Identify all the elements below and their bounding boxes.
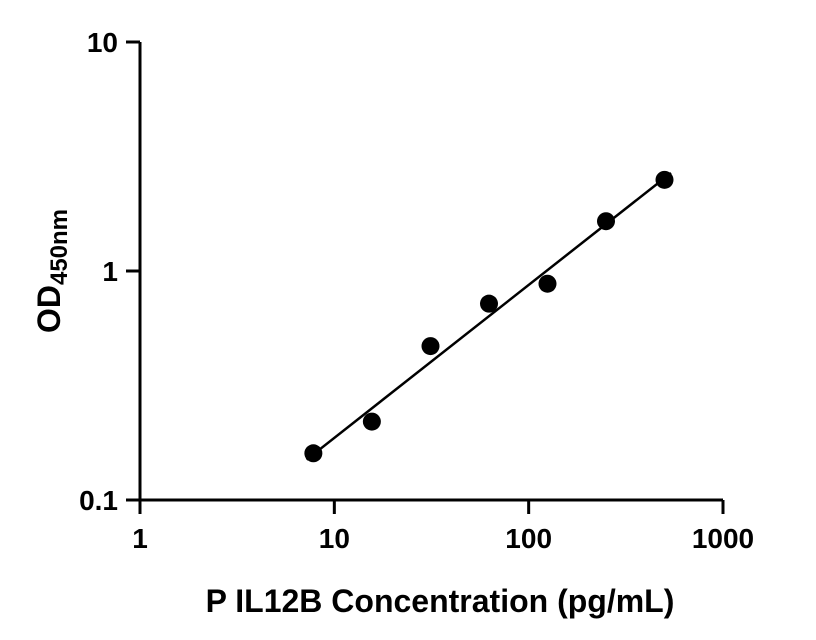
data-point-marker <box>304 444 323 463</box>
x-axis-tick-label: 1 <box>132 523 148 554</box>
y-axis-tick-label: 10 <box>87 27 118 58</box>
y-axis-title-subscript: 450nm <box>46 209 73 285</box>
x-axis-tick-label: 10 <box>319 523 350 554</box>
data-point-marker <box>479 294 498 313</box>
data-point-marker <box>421 337 440 356</box>
trend-line <box>305 171 672 461</box>
data-point-marker <box>596 212 615 231</box>
data-point-marker <box>538 274 557 293</box>
plot-area: 1 10 100 1000 0.1 1 10 <box>79 27 754 554</box>
y-axis-tick-label: 0.1 <box>79 485 118 516</box>
axes-frame <box>138 42 723 502</box>
x-axis-tick-label: 1000 <box>692 523 754 554</box>
y-axis-tick-label: 1 <box>102 256 118 287</box>
data-point-marker <box>362 412 381 431</box>
x-axis-title: P IL12B Concentration (pg/mL) <box>206 583 675 619</box>
x-axis-tick-label: 100 <box>505 523 552 554</box>
data-point-marker <box>655 170 674 189</box>
y-axis-title-main: OD <box>31 285 67 333</box>
y-axis-title: OD450nm <box>31 209 73 333</box>
